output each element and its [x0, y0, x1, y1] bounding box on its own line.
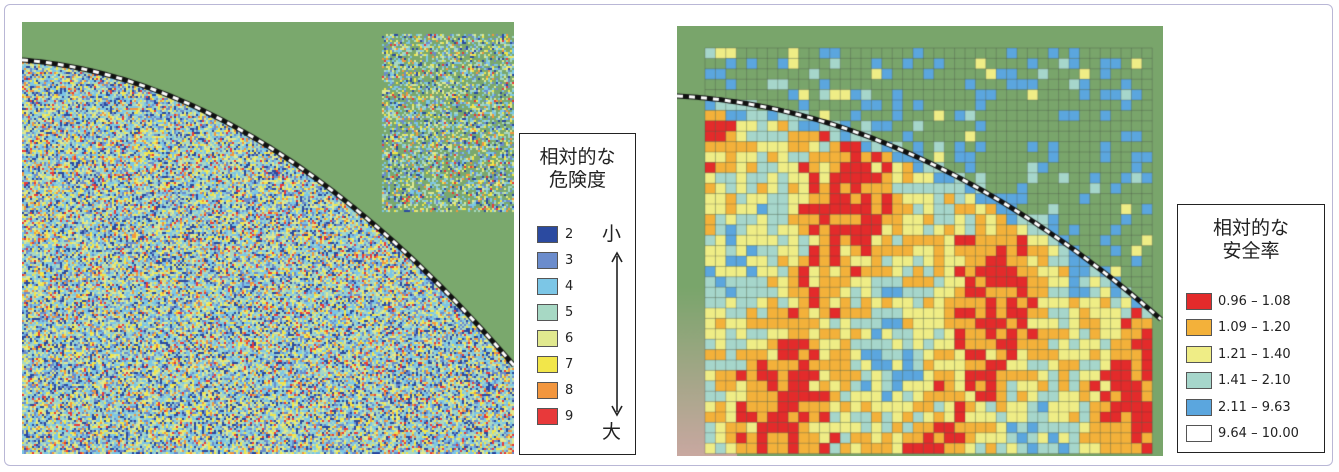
legend-swatch — [537, 251, 558, 269]
hazard-map — [22, 22, 514, 454]
legend-label: 4 — [565, 278, 574, 294]
legend-label: 1.21 – 1.40 — [1218, 346, 1291, 362]
legend-swatch — [1186, 292, 1212, 310]
hazard-legend: 相対的な 危険度 2 3 4 5 6 7 8 9 小 大 — [519, 133, 636, 455]
legend-swatch — [537, 329, 558, 347]
legend-swatch — [1186, 345, 1212, 363]
legend-swatch — [537, 381, 558, 399]
scale-large-label: 大 — [602, 421, 622, 443]
legend-label: 1.41 – 2.10 — [1218, 373, 1291, 389]
double-arrow-icon — [611, 251, 623, 417]
legend-label: 7 — [565, 356, 574, 372]
legend-label: 6 — [565, 330, 574, 346]
safety-factor-legend: 相対的な 安全率 0.96 – 1.08 1.09 – 1.20 1.21 – 1.… — [1177, 204, 1325, 453]
safety-factor-map-canvas — [677, 26, 1163, 456]
legend-item: 6 — [537, 325, 573, 351]
legend-items: 0.96 – 1.08 1.09 – 1.20 1.21 – 1.40 1.41 – … — [1186, 288, 1299, 447]
legend-title-line1: 相対的な — [539, 146, 616, 168]
legend-label: 1.09 – 1.20 — [1218, 320, 1291, 336]
legend-swatch — [537, 225, 558, 243]
legend-label: 2 — [565, 226, 574, 242]
legend-item: 7 — [537, 351, 573, 377]
legend-swatch — [537, 407, 558, 425]
legend-item: 9.64 – 10.00 — [1186, 421, 1299, 448]
legend-swatch — [537, 303, 558, 321]
legend-label: 0.96 – 1.08 — [1218, 293, 1291, 309]
legend-swatch — [1186, 425, 1212, 443]
legend-item: 8 — [537, 377, 573, 403]
legend-title: 相対的な 安全率 — [1178, 217, 1324, 263]
legend-item: 5 — [537, 299, 573, 325]
legend-label: 9.64 – 10.00 — [1218, 426, 1299, 442]
legend-items: 2 3 4 5 6 7 8 9 — [537, 221, 573, 429]
legend-item: 9 — [537, 403, 573, 429]
legend-swatch — [1186, 372, 1212, 390]
legend-swatch — [1186, 319, 1212, 337]
legend-title-line2: 安全率 — [1222, 240, 1280, 262]
legend-item: 3 — [537, 247, 573, 273]
legend-label: 5 — [565, 304, 574, 320]
legend-swatch — [1186, 398, 1212, 416]
hazard-map-canvas — [22, 22, 514, 454]
legend-swatch — [537, 277, 558, 295]
legend-item: 0.96 – 1.08 — [1186, 288, 1299, 315]
legend-title-line2: 危険度 — [548, 169, 606, 191]
legend-item: 2 — [537, 221, 573, 247]
legend-swatch — [537, 355, 558, 373]
legend-item: 1.09 – 1.20 — [1186, 315, 1299, 342]
legend-title: 相対的な 危険度 — [520, 146, 635, 192]
scale-small-label: 小 — [602, 223, 622, 245]
legend-item: 4 — [537, 273, 573, 299]
legend-item: 1.21 – 1.40 — [1186, 341, 1299, 368]
legend-title-line1: 相対的な — [1212, 217, 1289, 239]
legend-label: 8 — [565, 382, 574, 398]
legend-item: 2.11 – 9.63 — [1186, 394, 1299, 421]
legend-item: 1.41 – 2.10 — [1186, 368, 1299, 395]
safety-factor-map — [677, 26, 1163, 456]
legend-label: 2.11 – 9.63 — [1218, 399, 1291, 415]
legend-label: 9 — [565, 408, 574, 424]
legend-label: 3 — [565, 252, 574, 268]
